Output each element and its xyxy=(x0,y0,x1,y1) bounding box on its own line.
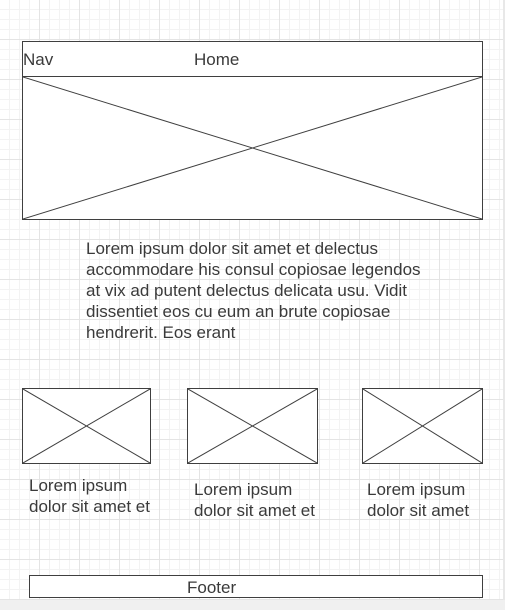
hero-image-placeholder[interactable] xyxy=(22,76,483,220)
canvas-scroll-edge xyxy=(503,0,505,600)
image-placeholder-icon xyxy=(188,389,317,463)
home-link[interactable]: Home xyxy=(194,50,240,69)
nav-bar[interactable]: Nav Home xyxy=(22,41,483,77)
card-2-caption: Lorem ipsum dolor sit amet et xyxy=(194,480,315,520)
image-placeholder-icon xyxy=(23,77,482,219)
card-1-image-placeholder[interactable] xyxy=(22,388,151,464)
canvas-bottom-strip xyxy=(0,600,505,610)
card-2-image-placeholder[interactable] xyxy=(187,388,318,464)
footer-label: Footer xyxy=(187,578,237,597)
image-placeholder-icon xyxy=(363,389,482,463)
footer-bar[interactable]: Footer xyxy=(29,575,483,598)
nav-label: Nav xyxy=(23,50,54,69)
card-1-caption: Lorem ipsum dolor sit amet et xyxy=(29,476,150,516)
card-3-caption: Lorem ipsum dolor sit amet xyxy=(367,480,470,520)
image-placeholder-icon xyxy=(23,389,150,463)
intro-paragraph: Lorem ipsum dolor sit amet et delectus a… xyxy=(86,239,421,342)
card-3-image-placeholder[interactable] xyxy=(362,388,483,464)
